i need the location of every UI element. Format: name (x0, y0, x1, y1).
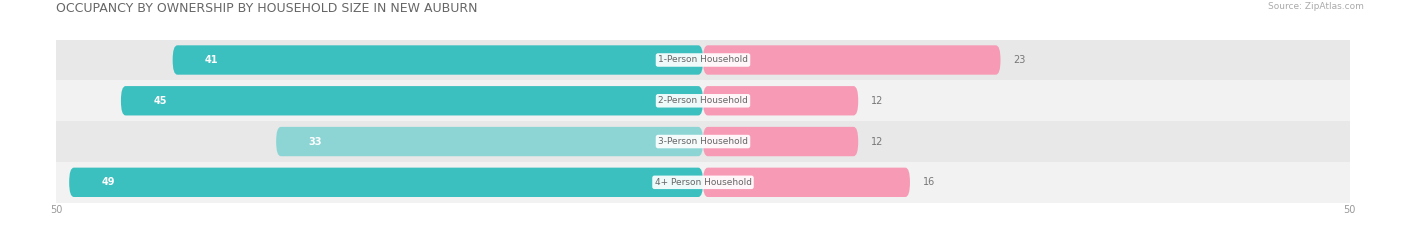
Text: OCCUPANCY BY OWNERSHIP BY HOUSEHOLD SIZE IN NEW AUBURN: OCCUPANCY BY OWNERSHIP BY HOUSEHOLD SIZE… (56, 2, 478, 15)
Text: 16: 16 (922, 177, 935, 187)
FancyBboxPatch shape (703, 45, 1001, 75)
Text: 12: 12 (872, 96, 883, 106)
Text: 49: 49 (101, 177, 115, 187)
Text: 23: 23 (1014, 55, 1026, 65)
Text: 1-Person Household: 1-Person Household (658, 55, 748, 65)
Text: 2-Person Household: 2-Person Household (658, 96, 748, 105)
FancyBboxPatch shape (703, 168, 910, 197)
Text: 4+ Person Household: 4+ Person Household (655, 178, 751, 187)
FancyBboxPatch shape (173, 45, 703, 75)
Text: 45: 45 (153, 96, 167, 106)
FancyBboxPatch shape (703, 127, 858, 156)
FancyBboxPatch shape (276, 127, 703, 156)
Bar (56, 121, 1350, 162)
Text: 3-Person Household: 3-Person Household (658, 137, 748, 146)
Text: 41: 41 (205, 55, 218, 65)
Bar (56, 40, 1350, 80)
Text: 33: 33 (308, 137, 322, 147)
Bar (56, 80, 1350, 121)
FancyBboxPatch shape (703, 86, 858, 115)
Bar (56, 162, 1350, 203)
Text: 12: 12 (872, 137, 883, 147)
FancyBboxPatch shape (69, 168, 703, 197)
FancyBboxPatch shape (121, 86, 703, 115)
Text: Source: ZipAtlas.com: Source: ZipAtlas.com (1268, 2, 1364, 11)
